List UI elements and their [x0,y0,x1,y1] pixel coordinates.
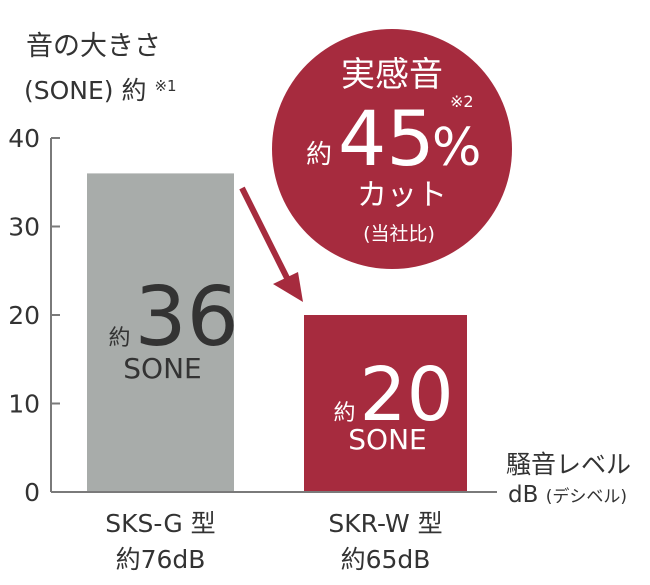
y-axis-ticks: 0 10 20 30 40 [8,124,60,507]
bars-group [87,173,467,492]
badge-prefix: 約 [306,140,332,170]
reduction-arrow [239,186,303,302]
y-tick-label: 0 [24,478,40,507]
bar-value-prefix: 約 [109,326,131,351]
bar-value-unit: SONE [123,352,201,385]
badge-percent-value: 45 [338,94,435,183]
reduction-badge-circle [272,29,512,269]
y-tick-label: 30 [8,213,40,242]
badge-line4: (当社比) [363,223,435,245]
bar-2 [304,315,467,492]
y-tick-label: 10 [8,390,40,419]
badge-percent-unit: % [432,118,481,178]
badge-line3: カット [357,178,447,213]
x-axis-title-line2: dB (デシベル) [508,482,627,508]
bar-value: 20 [360,352,454,438]
badge-line1: 実感音 [341,55,443,95]
x-axis-title-note: (デシベル) [546,486,627,507]
category-sublabel: 約65dB [341,545,431,574]
category-sublabel: 約76dB [116,545,206,574]
y-axis-title-line2: (SONE) 約 ※1 [24,76,177,105]
y-axis-title-unit: (SONE) 約 [24,76,147,105]
y-tick-label: 40 [8,124,40,153]
y-axis-title-note: ※1 [154,77,176,95]
x-axis-title-unit: dB [508,482,538,508]
bar-value-unit: SONE [348,423,426,456]
y-tick-label: 20 [8,301,40,330]
bar-value: 36 [135,270,239,365]
category-label: SKR-W 型 [328,509,442,538]
badge-note: ※2 [450,92,474,111]
x-axis-title-line1: 騒音レベル [506,450,631,479]
y-axis-title-line1: 音の大きさ [26,31,161,62]
reduction-badge: 実感音 約 45 % ※2 カット (当社比) [272,29,512,269]
bar-1 [87,173,234,492]
category-label: SKS-G 型 [105,509,215,538]
bar-value-prefix: 約 [334,401,356,426]
